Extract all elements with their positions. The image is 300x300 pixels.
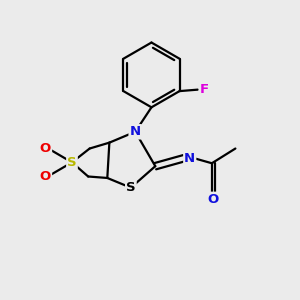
Text: N: N (184, 152, 195, 165)
Text: S: S (67, 156, 77, 169)
Text: O: O (40, 142, 51, 155)
Text: F: F (200, 83, 209, 96)
Text: N: N (130, 125, 141, 138)
Text: O: O (208, 193, 219, 206)
Text: N: N (130, 125, 141, 138)
Text: O: O (40, 170, 51, 183)
Text: S: S (126, 181, 136, 194)
